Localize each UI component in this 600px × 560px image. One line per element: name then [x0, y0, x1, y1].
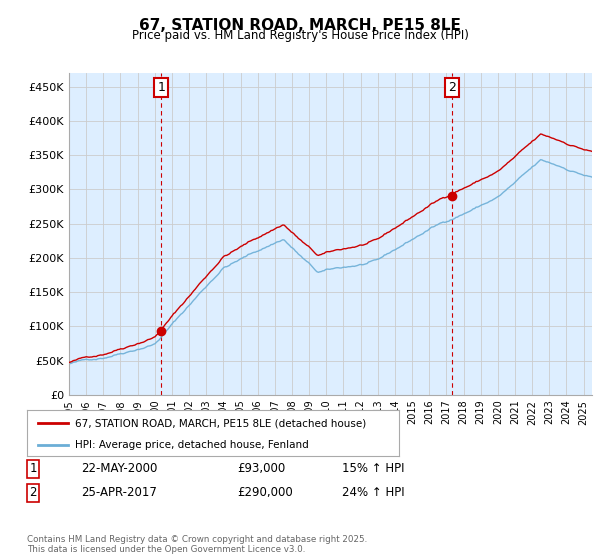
Text: 24% ↑ HPI: 24% ↑ HPI: [342, 486, 404, 500]
Text: Contains HM Land Registry data © Crown copyright and database right 2025.
This d: Contains HM Land Registry data © Crown c…: [27, 535, 367, 554]
Text: Price paid vs. HM Land Registry's House Price Index (HPI): Price paid vs. HM Land Registry's House …: [131, 29, 469, 42]
Text: 2: 2: [448, 81, 456, 94]
Text: £290,000: £290,000: [237, 486, 293, 500]
Text: 15% ↑ HPI: 15% ↑ HPI: [342, 462, 404, 475]
Text: 2: 2: [29, 486, 37, 500]
Text: £93,000: £93,000: [237, 462, 285, 475]
Text: HPI: Average price, detached house, Fenland: HPI: Average price, detached house, Fenl…: [76, 440, 309, 450]
Text: 25-APR-2017: 25-APR-2017: [81, 486, 157, 500]
Text: 22-MAY-2000: 22-MAY-2000: [81, 462, 157, 475]
Text: 1: 1: [157, 81, 165, 94]
Text: 67, STATION ROAD, MARCH, PE15 8LE: 67, STATION ROAD, MARCH, PE15 8LE: [139, 18, 461, 33]
Text: 67, STATION ROAD, MARCH, PE15 8LE (detached house): 67, STATION ROAD, MARCH, PE15 8LE (detac…: [76, 418, 367, 428]
Text: 1: 1: [29, 462, 37, 475]
